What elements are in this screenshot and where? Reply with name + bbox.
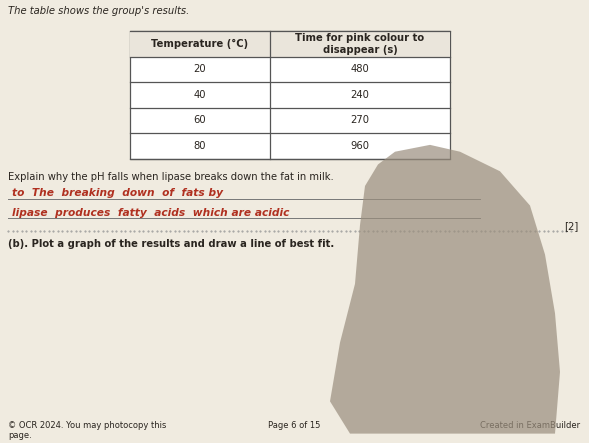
Text: 20: 20 <box>194 65 206 74</box>
Bar <box>130 31 450 159</box>
Text: 270: 270 <box>350 115 369 125</box>
Text: 80: 80 <box>194 141 206 151</box>
Text: 40: 40 <box>194 90 206 100</box>
Bar <box>130 31 450 57</box>
Text: lipase  produces  fatty  acids  which are acidic: lipase produces fatty acids which are ac… <box>12 207 289 218</box>
Polygon shape <box>330 145 560 434</box>
Text: Temperature (°C): Temperature (°C) <box>151 39 249 49</box>
Text: Explain why the pH falls when lipase breaks down the fat in milk.: Explain why the pH falls when lipase bre… <box>8 172 334 182</box>
Text: 240: 240 <box>350 90 369 100</box>
Text: to  The  breaking  down  of  fats by: to The breaking down of fats by <box>12 188 223 198</box>
Text: [2]: [2] <box>564 221 578 231</box>
Text: 480: 480 <box>350 65 369 74</box>
Text: Page 6 of 15: Page 6 of 15 <box>268 421 320 430</box>
Text: Time for pink colour to
disappear (s): Time for pink colour to disappear (s) <box>296 33 425 55</box>
Text: 960: 960 <box>350 141 369 151</box>
Text: 60: 60 <box>194 115 206 125</box>
Text: Created in ExamBuilder: Created in ExamBuilder <box>480 421 580 430</box>
Text: © OCR 2024. You may photocopy this
page.: © OCR 2024. You may photocopy this page. <box>8 421 166 440</box>
Text: The table shows the group's results.: The table shows the group's results. <box>8 6 189 16</box>
Text: (b). Plot a graph of the results and draw a line of best fit.: (b). Plot a graph of the results and dra… <box>8 239 334 249</box>
